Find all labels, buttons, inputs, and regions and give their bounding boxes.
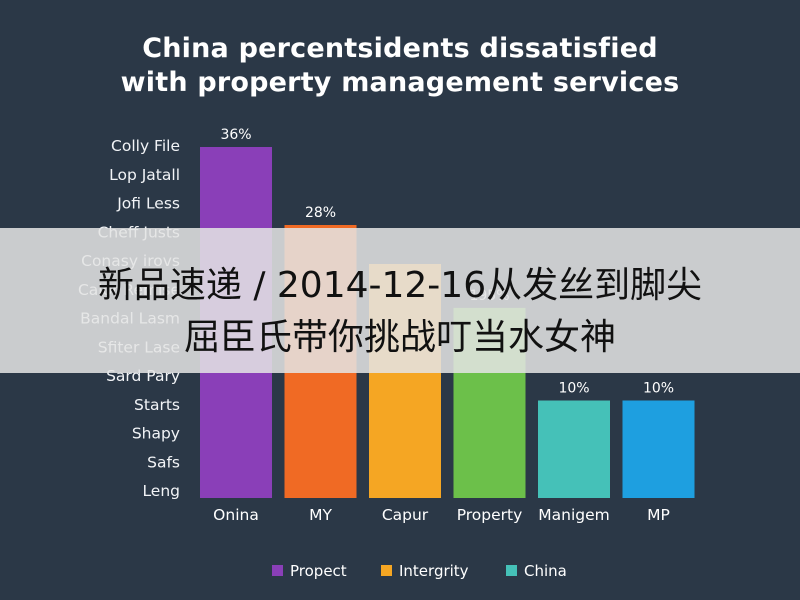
overlay-banner: [0, 228, 800, 373]
y-tick-label: Starts: [134, 396, 180, 414]
x-tick-label: MP: [647, 506, 670, 524]
legend-swatch: [381, 565, 392, 576]
legend: Propect Intergrity China: [272, 562, 567, 580]
bar: [538, 400, 610, 498]
y-tick-label: Shapy: [132, 425, 180, 443]
y-tick-label: Leng: [142, 482, 180, 500]
overlay-caption-line-1: 新品速递 / 2014-12-16从发丝到脚尖: [97, 265, 703, 306]
data-label: 28%: [305, 205, 336, 221]
x-tick-label: Manigem: [538, 506, 609, 524]
x-tick-label: Capur: [382, 506, 429, 524]
y-tick-label: Jofi Less: [116, 195, 180, 213]
overlay-caption-line-2: 屈臣氏带你挑战叮当水女神: [183, 317, 616, 358]
x-tick-label: Property: [457, 506, 523, 524]
chart-title-line-1: China percentsidents dissatisfied: [142, 33, 658, 64]
y-tick-label: Safs: [147, 453, 180, 471]
legend-label: Intergrity: [399, 562, 469, 580]
legend-swatch: [506, 565, 517, 576]
y-tick-label: Lop Jatall: [109, 166, 180, 184]
data-label: 10%: [558, 381, 589, 397]
legend-label: China: [524, 562, 567, 580]
x-tick-label: MY: [309, 506, 332, 524]
data-label: 36%: [220, 127, 251, 143]
x-axis-tick-labels: Onina MY Capur Property Manigem MP: [213, 506, 670, 524]
data-label: 10%: [643, 381, 674, 397]
legend-swatch: [272, 565, 283, 576]
y-tick-label: Colly File: [111, 137, 180, 155]
bar: [622, 400, 695, 498]
chart-title-line-2: with property management services: [120, 67, 680, 98]
legend-label: Propect: [290, 562, 347, 580]
x-tick-label: Onina: [213, 506, 259, 524]
